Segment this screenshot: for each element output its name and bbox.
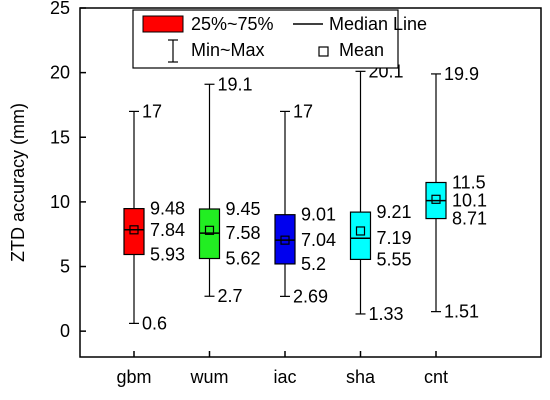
label-min: 2.69	[293, 286, 328, 306]
y-tick-label: 5	[60, 257, 70, 277]
y-axis-label: ZTD accuracy (mm)	[8, 103, 28, 262]
label-max: 19.9	[444, 64, 479, 84]
label-q3: 9.01	[301, 205, 336, 225]
y-tick-label: 20	[50, 63, 70, 83]
legend-swatch-box	[142, 15, 184, 33]
label-q3: 11.5	[452, 173, 486, 193]
x-tick-label: gbm	[116, 367, 151, 387]
label-q1: 5.2	[301, 254, 326, 274]
legend-label-box: 25%~75%	[191, 14, 274, 34]
x-tick-label: cnt	[424, 367, 448, 387]
legend-swatch-mean	[318, 46, 329, 57]
legend-label-whisker: Min~Max	[191, 40, 265, 60]
label-median: 7.19	[377, 228, 412, 248]
mean-marker	[280, 235, 290, 245]
label-min: 2.7	[218, 286, 243, 306]
label-min: 1.33	[369, 304, 404, 324]
label-q1: 5.55	[377, 249, 412, 269]
x-tick-label: wum	[189, 367, 228, 387]
box-sha	[349, 211, 372, 261]
label-q1: 5.62	[226, 249, 261, 269]
label-median: 7.58	[226, 223, 261, 243]
label-max: 17	[293, 101, 313, 121]
legend-label-mean: Mean	[339, 40, 384, 60]
label-max: 17	[142, 101, 162, 121]
label-median: 10.1	[452, 191, 487, 211]
label-q3: 9.45	[226, 199, 261, 219]
plot-frame	[79, 7, 542, 358]
y-tick-label: 0	[60, 321, 70, 341]
label-q1: 5.93	[150, 244, 185, 264]
label-q1: 8.71	[452, 209, 487, 229]
label-min: 1.51	[444, 302, 479, 322]
label-q3: 9.48	[150, 199, 185, 219]
y-tick-label: 15	[50, 127, 70, 147]
mean-marker	[204, 225, 215, 235]
label-median: 7.04	[301, 230, 336, 250]
legend-label-median: Median Line	[329, 14, 427, 34]
label-max: 19.1	[218, 74, 253, 94]
mean-marker	[431, 194, 441, 204]
y-tick-label: 25	[50, 0, 70, 18]
x-tick-label: sha	[346, 367, 376, 387]
label-q3: 9.21	[377, 202, 412, 222]
box-iac	[274, 214, 296, 265]
label-min: 0.6	[142, 313, 167, 333]
x-tick-label: iac	[273, 367, 296, 387]
mean-marker	[355, 226, 366, 236]
mean-marker	[129, 225, 139, 235]
y-tick-label: 10	[50, 192, 70, 212]
label-median: 7.84	[150, 220, 185, 240]
box-gbm	[123, 208, 145, 256]
